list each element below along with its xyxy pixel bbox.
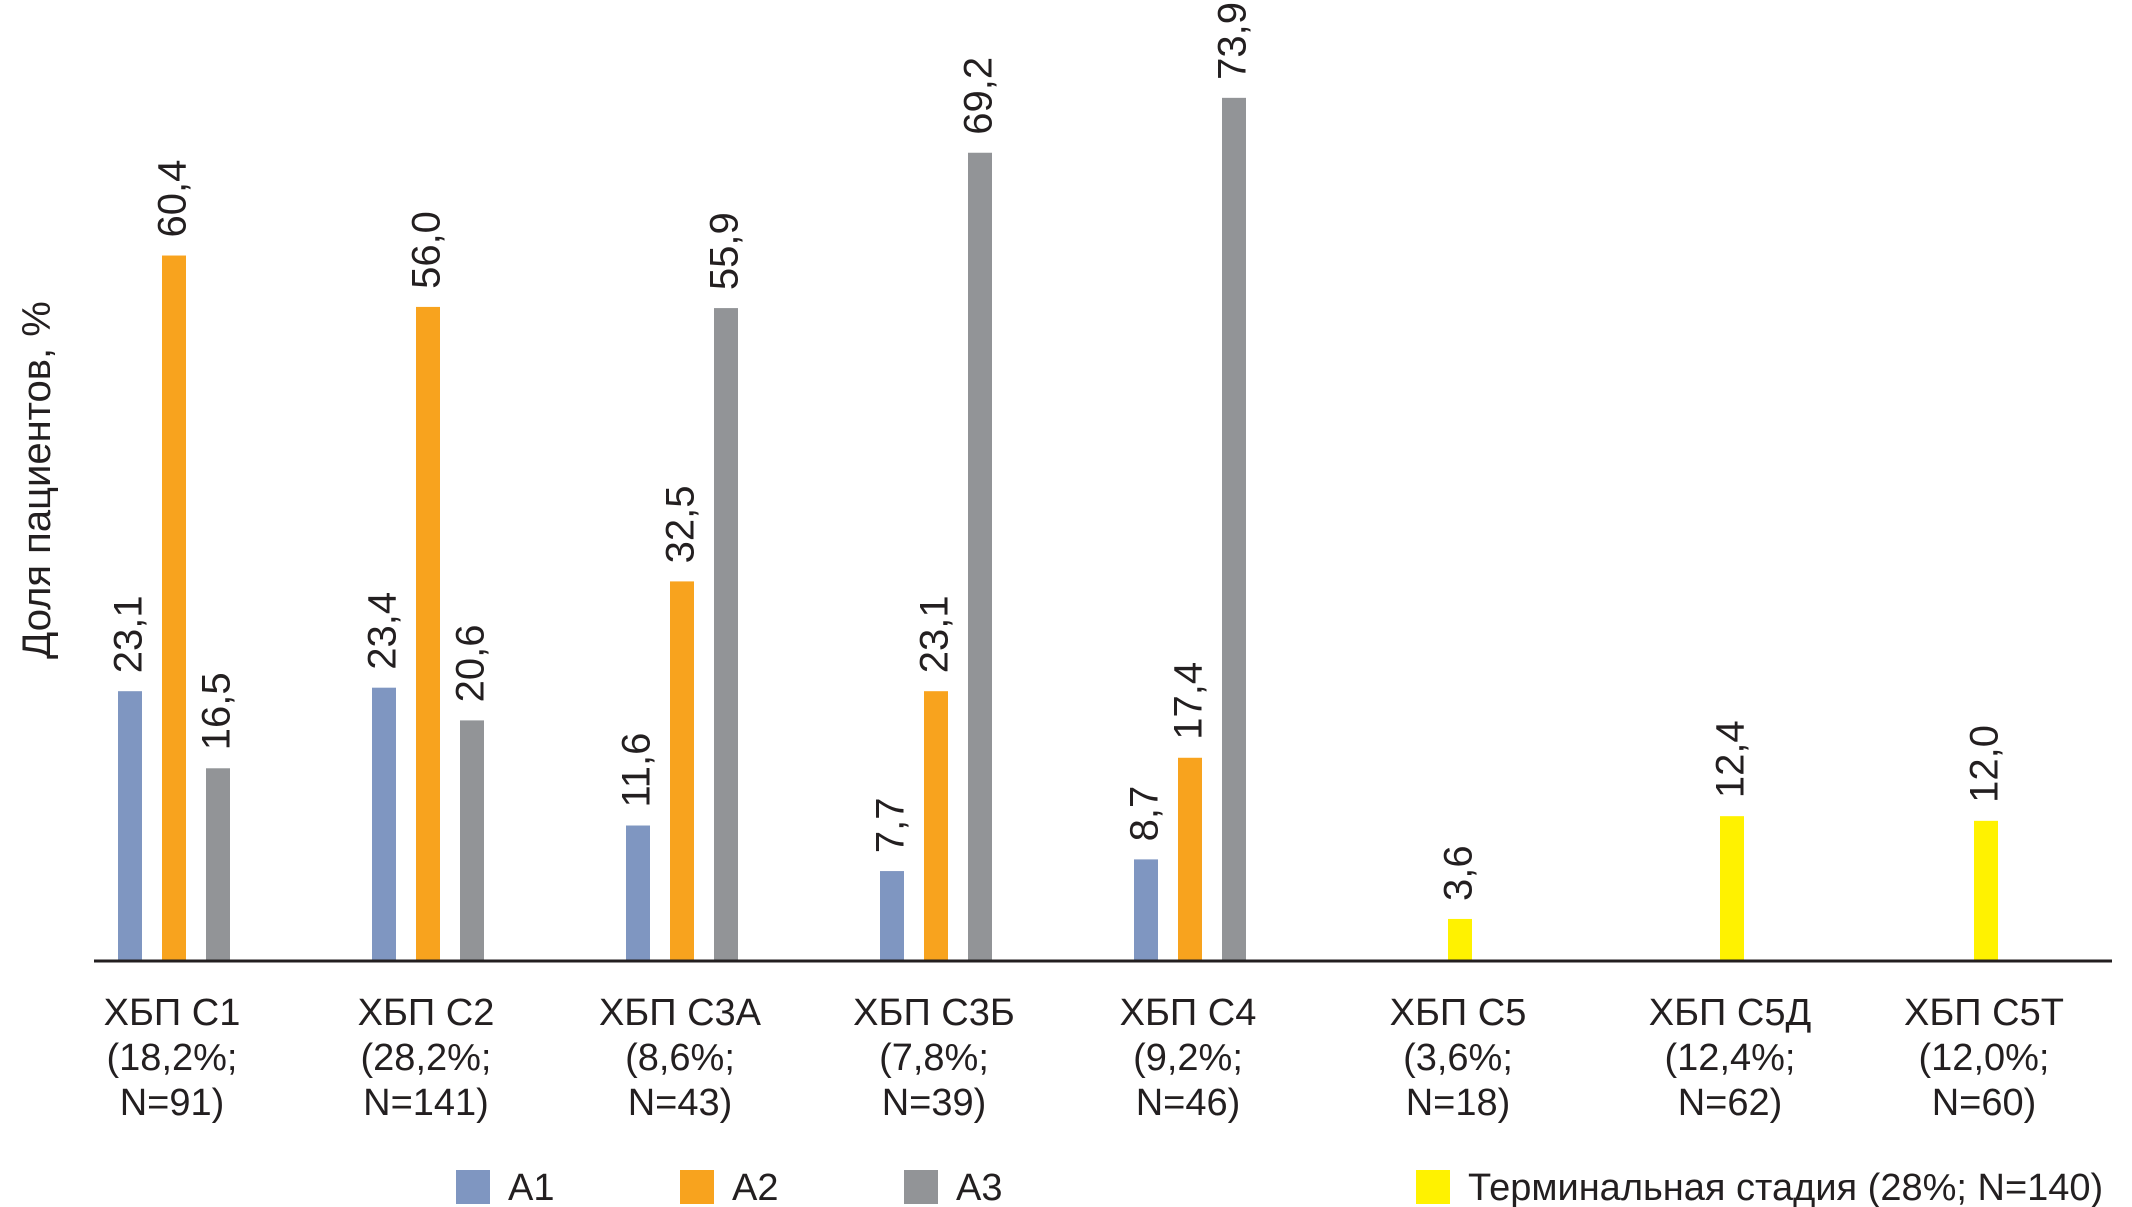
x-tick-label: ХБП С2 xyxy=(358,992,495,1034)
y-axis-label: Доля пациентов, % xyxy=(15,301,59,659)
bar-a1-1 xyxy=(118,691,142,961)
bar-a2-4 xyxy=(924,691,948,961)
value-label: 17,4 xyxy=(1167,662,1211,740)
x-tick-label: (28,2%; xyxy=(361,1037,492,1079)
x-tick-label: N=39) xyxy=(882,1082,987,1124)
bar-a2-5 xyxy=(1178,757,1202,961)
legend-label: A2 xyxy=(732,1167,778,1207)
legend-swatch xyxy=(680,1170,714,1204)
bar-терминальная-6 xyxy=(1448,918,1472,961)
x-tick-label: N=62) xyxy=(1678,1082,1783,1124)
x-tick-label: N=60) xyxy=(1932,1082,2037,1124)
bar-терминальная-7 xyxy=(1720,816,1744,961)
x-tick-labels-group: ХБП С1(18,2%;N=91) ХБП С2(28,2%;N=141) ХБП… xyxy=(104,992,2064,1124)
x-tick-label: ХБП С5 xyxy=(1390,992,1527,1034)
x-tick-label: (12,0%; xyxy=(1919,1037,2050,1079)
value-label: 12,4 xyxy=(1709,720,1753,798)
x-tick-label: N=141) xyxy=(363,1082,489,1124)
legend-label: A1 xyxy=(508,1167,554,1207)
value-label: 23,1 xyxy=(913,595,957,673)
x-tick-label: ХБП С5Т xyxy=(1904,992,2064,1034)
value-label: 16,5 xyxy=(195,672,239,750)
bar-a2-3 xyxy=(670,581,694,961)
x-tick-label: (12,4%; xyxy=(1665,1037,1796,1079)
x-tick-label: (18,2%; xyxy=(107,1037,238,1079)
x-tick-label: ХБП С3Б xyxy=(853,992,1015,1034)
x-tick-label: (3,6%; xyxy=(1403,1037,1513,1079)
value-label: 11,6 xyxy=(615,733,659,808)
legend: A1 A2 A3 Терминальная стадия (28%; N=140) xyxy=(456,1167,2103,1207)
bar-a1-4 xyxy=(880,871,904,961)
value-label: 23,1 xyxy=(107,595,151,673)
x-tick-label: N=18) xyxy=(1406,1082,1511,1124)
x-tick-label: ХБП С5Д xyxy=(1649,992,1812,1034)
value-label: 56,0 xyxy=(405,211,449,289)
value-label: 73,9 xyxy=(1211,2,1255,80)
x-tick-label: ХБП С1 xyxy=(104,992,241,1034)
bar-a2-1 xyxy=(162,255,186,961)
bar-терминальная-8 xyxy=(1974,820,1998,961)
bars-group xyxy=(118,97,1998,961)
bar-a3-4 xyxy=(968,152,992,961)
value-label: 20,6 xyxy=(449,625,493,703)
x-tick-label: (8,6%; xyxy=(625,1037,735,1079)
x-tick-label: ХБП С3А xyxy=(599,992,762,1034)
bar-a1-2 xyxy=(372,687,396,961)
value-label: 69,2 xyxy=(957,57,1001,135)
bar-a3-1 xyxy=(206,768,230,961)
legend-swatch xyxy=(456,1170,490,1204)
bar-a1-5 xyxy=(1134,859,1158,961)
legend-label: A3 xyxy=(956,1167,1002,1207)
value-label: 12,0 xyxy=(1963,725,2007,803)
x-tick-label: N=91) xyxy=(120,1082,225,1124)
bar-a3-3 xyxy=(714,308,738,961)
x-tick-label: ХБП С4 xyxy=(1120,992,1257,1034)
value-label: 55,9 xyxy=(703,212,747,290)
value-label: 7,7 xyxy=(869,797,913,853)
bar-a3-5 xyxy=(1222,97,1246,961)
bar-a2-2 xyxy=(416,306,440,961)
x-tick-label: N=46) xyxy=(1136,1082,1241,1124)
x-tick-label: N=43) xyxy=(628,1082,733,1124)
value-label: 23,4 xyxy=(361,592,405,670)
legend-swatch xyxy=(1416,1170,1450,1204)
value-label: 8,7 xyxy=(1123,786,1167,842)
value-labels-group: 23,1 60,4 16,5 23,4 56,0 20,6 11,6 32,5 55,9 7,7 2… xyxy=(107,2,2007,901)
value-label: 32,5 xyxy=(659,486,703,564)
legend-swatch xyxy=(904,1170,938,1204)
value-label: 3,6 xyxy=(1437,845,1481,901)
bar-a3-2 xyxy=(460,720,484,961)
value-label: 60,4 xyxy=(151,160,195,238)
x-tick-label: (7,8%; xyxy=(879,1037,989,1079)
bar-a1-3 xyxy=(626,825,650,961)
x-tick-label: (9,2%; xyxy=(1133,1037,1243,1079)
legend-label: Терминальная стадия (28%; N=140) xyxy=(1468,1167,2103,1207)
